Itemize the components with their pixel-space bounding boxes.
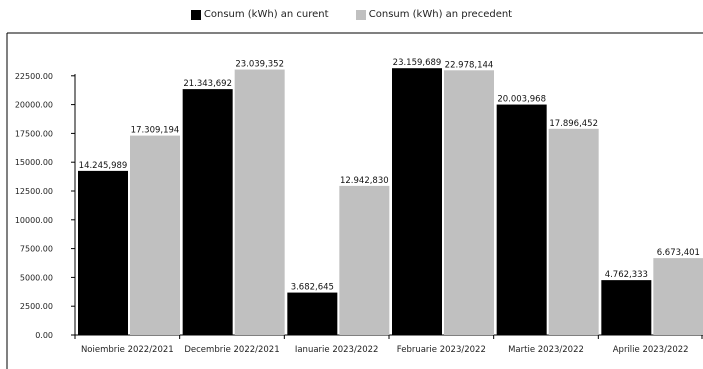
legend-item-previous: Consum (kWh) an precedent [355, 9, 513, 20]
y-tick-label: 7500.00 [20, 245, 53, 254]
bar-current [601, 280, 652, 335]
x-tick-label: Noiembrie 2022/2021 [81, 345, 174, 355]
y-tick-label: 5000.00 [20, 273, 53, 282]
data-label: 12.942,830 [340, 176, 389, 186]
y-tick-label: 15000.00 [15, 158, 53, 167]
data-label: 3.682,645 [291, 283, 334, 293]
y-tick-label: 2500.00 [20, 302, 53, 311]
data-label: 4.762,333 [605, 270, 648, 280]
data-label: 23.159,689 [393, 58, 442, 68]
data-label: 20.003,968 [497, 95, 546, 105]
y-tick-label: 20000.00 [15, 101, 53, 110]
y-tick-label: 17500.00 [15, 129, 53, 138]
bar-previous [339, 185, 390, 335]
bar-previous [444, 70, 494, 335]
x-tick-label: Martie 2023/2022 [508, 345, 584, 355]
bar-current [496, 104, 547, 335]
bar-current [182, 89, 233, 335]
data-label: 17.896,452 [549, 119, 598, 129]
y-tick-label: 22500.00 [15, 72, 53, 81]
x-tick-label: Decembrie 2022/2021 [184, 345, 279, 355]
data-label: 23.039,352 [235, 60, 284, 70]
y-tick-label: 0.00 [35, 331, 53, 340]
bar-previous [234, 69, 285, 335]
y-tick-label: 12500.00 [15, 187, 53, 196]
legend-item-current: Consum (kWh) an curent [190, 9, 329, 20]
y-tick-label: 10000.00 [15, 216, 53, 225]
bar-current [287, 292, 338, 335]
data-label: 14.245,989 [79, 161, 128, 171]
x-tick-label: Ianuarie 2023/2022 [295, 345, 379, 355]
legend-label-previous: Consum (kWh) an precedent [368, 9, 513, 20]
bar-current [78, 170, 128, 335]
bar-previous [130, 135, 180, 335]
x-tick-label: Februarie 2023/2022 [397, 345, 486, 355]
bar-current [392, 68, 442, 336]
legend: Consum (kWh) an curent Consum (kWh) an p… [0, 9, 703, 23]
data-label: 17.309,194 [131, 126, 180, 136]
data-label: 6.673,401 [657, 248, 700, 258]
bar-previous [548, 128, 599, 335]
x-tick-label: Aprilie 2023/2022 [613, 345, 689, 355]
data-label: 22.978,144 [445, 60, 494, 70]
bar-previous [653, 258, 703, 335]
legend-swatch-previous [355, 9, 366, 20]
legend-label-current: Consum (kWh) an curent [203, 9, 329, 20]
data-label: 21.343,692 [183, 79, 232, 89]
legend-swatch-current [190, 9, 201, 20]
